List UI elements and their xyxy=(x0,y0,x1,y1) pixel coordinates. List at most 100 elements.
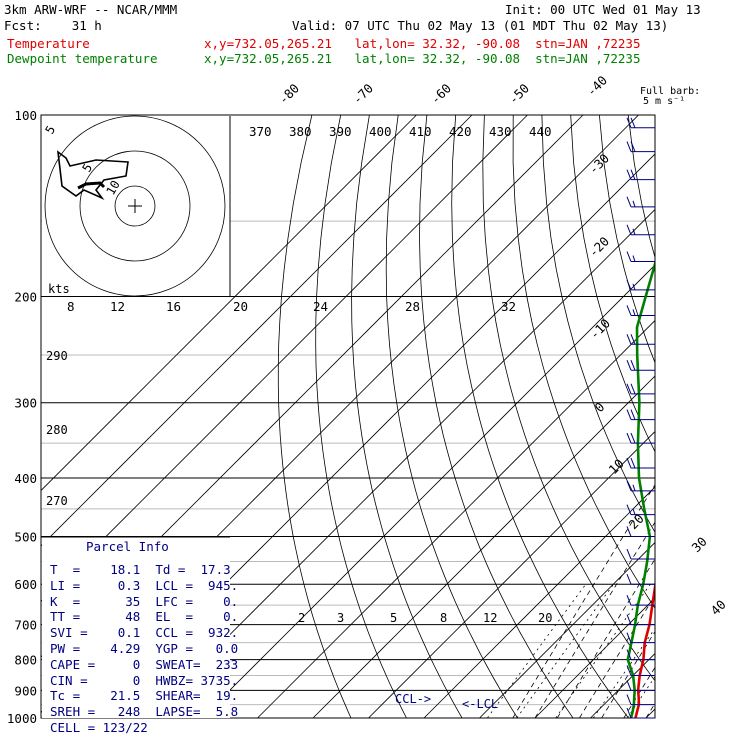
wind-barb-flag xyxy=(626,279,632,291)
isotherm-line xyxy=(479,541,655,718)
wind-barb-half xyxy=(632,484,636,491)
wind-barb xyxy=(626,614,655,626)
wind-barb-flag xyxy=(626,409,632,420)
parcel-info-row: T = 18.1 Td = 17.3 xyxy=(50,562,231,577)
isotherm-label: 20 xyxy=(626,511,647,532)
dewpoint-legend: Dewpoint temperature xyxy=(7,51,158,66)
potential-temp-label: 280 xyxy=(46,423,68,437)
dry-adiabat-line xyxy=(512,115,655,609)
hodograph-trace-low xyxy=(77,181,106,190)
dry-adiabat-line xyxy=(657,115,740,718)
wind-barb-flag xyxy=(626,595,632,606)
upper-temp-label: -60 xyxy=(428,81,455,108)
wind-barb xyxy=(626,305,655,316)
dry-adiabat-line xyxy=(351,115,463,718)
wind-barb-flag xyxy=(626,141,632,152)
wind-barb-half xyxy=(632,508,636,515)
dry-adiabat-line xyxy=(627,115,655,259)
wind-barb xyxy=(626,196,655,208)
isotherm-line xyxy=(590,652,655,718)
wind-barb-flag xyxy=(626,360,632,371)
wind-barb-flag xyxy=(626,457,632,469)
wind-barb xyxy=(626,665,655,676)
wind-barb-half xyxy=(632,200,636,207)
parcel-info-row: K = 35 LFC = 0. xyxy=(50,593,239,609)
temperature-legend: Temperature xyxy=(7,36,90,51)
wind-barb-half xyxy=(632,283,636,291)
hodo-speed-label: 8 xyxy=(67,299,75,314)
theta-e-label: 380 xyxy=(289,124,312,139)
mixing-ratio-line xyxy=(627,676,655,718)
wind-barb-flag xyxy=(626,504,632,515)
wind-barb-flag xyxy=(626,649,632,660)
model-title: 3km ARW-WRF -- NCAR/MMM xyxy=(4,2,178,17)
pressure-label: 1000 xyxy=(7,711,37,726)
hodo-speed-label: 20 xyxy=(233,299,248,314)
wind-barb xyxy=(626,409,655,421)
moist-adiabat-line xyxy=(579,594,655,718)
wind-barb xyxy=(626,432,655,444)
hodo-speed-label: 28 xyxy=(405,299,420,314)
isotherm-line xyxy=(423,486,655,718)
hodo-speed-label: 12 xyxy=(110,299,125,314)
wind-barb-flag xyxy=(630,383,636,395)
wind-barb xyxy=(626,526,655,537)
isotherm-label: -40 xyxy=(584,73,611,100)
wind-barb xyxy=(626,360,655,371)
isotherm-line xyxy=(146,208,655,718)
wind-barb xyxy=(626,383,655,395)
pressure-label: 100 xyxy=(14,108,37,123)
upper-temp-label: -50 xyxy=(506,81,533,108)
pressure-label: 800 xyxy=(14,653,37,668)
wind-barb-flag xyxy=(626,614,632,625)
isotherm-line xyxy=(41,115,528,603)
parcel-info-title: Parcel Info xyxy=(86,539,169,554)
wind-barb xyxy=(626,548,655,560)
parcel-info-row: CAPE = 0 SWEAT= 233 xyxy=(50,656,239,672)
parcel-panel-bg xyxy=(42,537,230,718)
pressure-label: 200 xyxy=(14,290,37,305)
wind-barb-flag xyxy=(626,383,632,395)
pressure-label: 300 xyxy=(14,396,37,411)
parcel-info-row: TT = 48 EL = 0. xyxy=(50,609,239,625)
dry-adiabat-line xyxy=(570,115,655,453)
plot-area xyxy=(41,115,740,719)
isotherm-line xyxy=(702,115,740,718)
wind-barb xyxy=(626,117,655,129)
moist-adiabat-line xyxy=(690,297,740,719)
wind-barb-half xyxy=(632,255,636,262)
dry-adiabat-line xyxy=(451,115,629,718)
isotherm-line xyxy=(201,264,655,718)
wind-barb-flag xyxy=(626,665,632,676)
isotherm-line xyxy=(645,708,655,718)
wind-barb xyxy=(626,707,655,719)
wind-barb xyxy=(626,632,655,644)
barb-legend-label: Full barb: xyxy=(640,86,700,97)
moist-adiabat-line xyxy=(713,297,740,719)
isotherm-label: 0 xyxy=(592,399,608,415)
moist-adiabat-line xyxy=(512,484,655,718)
wind-barb xyxy=(626,574,655,585)
pressure-label: 400 xyxy=(14,471,37,486)
mixing-ratio-label: 5 xyxy=(390,611,397,625)
mixing-ratio-label: 2 xyxy=(298,611,305,625)
wind-barb-flag xyxy=(630,432,636,444)
wind-barb-flag xyxy=(630,409,636,420)
wind-barb-flag xyxy=(626,432,632,444)
moist-adiabat-line xyxy=(601,630,655,718)
hodograph-ring xyxy=(114,185,156,227)
pressure-label: 900 xyxy=(14,683,37,698)
theta-e-label: 390 xyxy=(329,124,352,139)
wind-barb xyxy=(626,279,655,291)
wind-barb xyxy=(626,141,655,153)
isotherm-line xyxy=(368,430,655,718)
barb-legend-units: 5 m s⁻¹ xyxy=(643,96,685,107)
forecast-hour: Fcst: 31 h xyxy=(4,18,102,33)
wind-barb-half xyxy=(632,228,636,235)
dry-adiabat-line xyxy=(541,115,655,533)
hodo-speed-label: 24 xyxy=(313,299,328,314)
wind-barb-flag xyxy=(626,251,632,262)
wind-barb xyxy=(626,169,655,181)
